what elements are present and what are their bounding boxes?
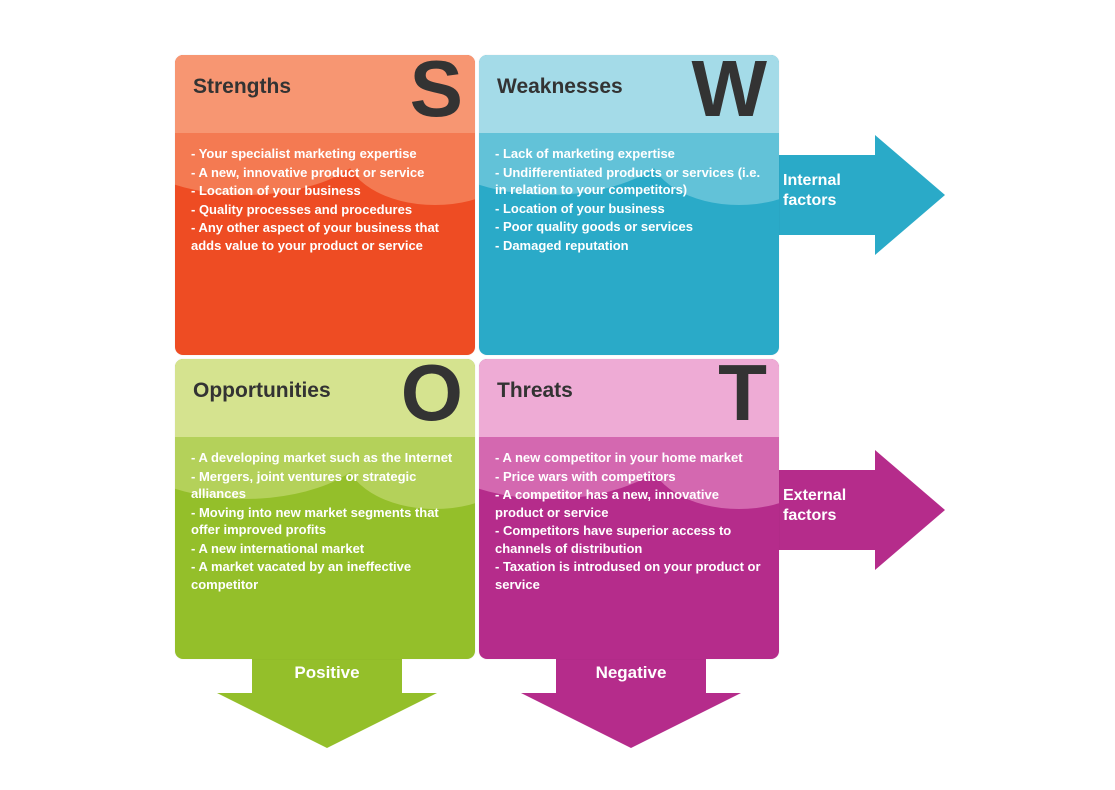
swot-canvas: Internal factors External factors Positi… — [175, 55, 1055, 755]
quadrant-body: - A new competitor in your home market -… — [479, 437, 779, 604]
list-item: - Competitors have superior access to ch… — [495, 522, 763, 557]
list-item: - Damaged reputation — [495, 237, 763, 255]
list-item: - A new, innovative product or service — [191, 164, 459, 182]
list-item: - A new competitor in your home market — [495, 449, 763, 467]
list-item: - Lack of marketing expertise — [495, 145, 763, 163]
list-item: - Price wars with competitors — [495, 468, 763, 486]
list-item: - A developing market such as the Intern… — [191, 449, 459, 467]
arrow-label: Negative — [521, 663, 741, 683]
list-item: - A competitor has a new, innovative pro… — [495, 486, 763, 521]
quadrant-header: Weaknesses W — [479, 55, 779, 133]
list-item: - Poor quality goods or services — [495, 218, 763, 236]
arrow-head-icon — [875, 450, 945, 570]
quadrant-letter: T — [718, 359, 765, 433]
arrow-label: Positive — [217, 663, 437, 683]
arrow-head-icon — [521, 693, 741, 748]
quadrant-header: Strengths S — [175, 55, 475, 133]
quadrant-threats: Threats T - A new competitor in your hom… — [479, 359, 779, 659]
list-item: - A market vacated by an ineffective com… — [191, 558, 459, 593]
quadrant-body: - Your specialist marketing expertise - … — [175, 133, 475, 265]
quadrant-opportunities: Opportunities O - A developing market su… — [175, 359, 475, 659]
quadrant-body: - A developing market such as the Intern… — [175, 437, 475, 604]
arrow-head-icon — [875, 135, 945, 255]
list-item: - A new international market — [191, 540, 459, 558]
arrow-label: Internal factors — [783, 171, 841, 211]
arrow-head-icon — [217, 693, 437, 748]
list-item: - Location of your business — [191, 182, 459, 200]
list-item: - Taxation is introdused on your product… — [495, 558, 763, 593]
quadrant-letter: W — [691, 55, 765, 129]
list-item: - Your specialist marketing expertise — [191, 145, 459, 163]
quadrant-body: - Lack of marketing expertise - Undiffer… — [479, 133, 779, 265]
quadrant-weaknesses: Weaknesses W - Lack of marketing experti… — [479, 55, 779, 355]
quadrant-letter: O — [401, 359, 461, 433]
list-item: - Moving into new market segments that o… — [191, 504, 459, 539]
quadrant-header: Opportunities O — [175, 359, 475, 437]
quadrant-letter: S — [410, 55, 461, 129]
arrow-label: External factors — [783, 486, 846, 526]
list-item: - Quality processes and procedures — [191, 201, 459, 219]
list-item: - Undifferentiated products or services … — [495, 164, 763, 199]
quadrant-header: Threats T — [479, 359, 779, 437]
quadrant-strengths: Strengths S - Your specialist marketing … — [175, 55, 475, 355]
list-item: - Any other aspect of your business that… — [191, 219, 459, 254]
list-item: - Mergers, joint ventures or strategic a… — [191, 468, 459, 503]
list-item: - Location of your business — [495, 200, 763, 218]
